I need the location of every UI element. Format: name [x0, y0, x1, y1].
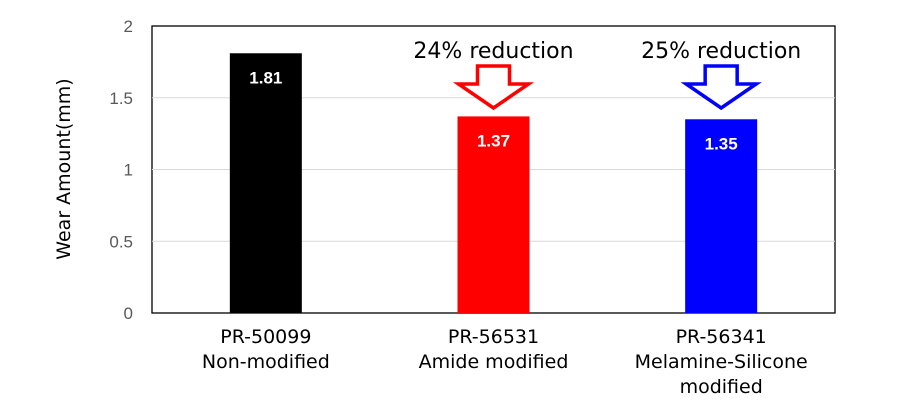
x-category-label: PR-50099 — [220, 326, 311, 348]
y-tick-label: 0 — [124, 304, 133, 323]
y-tick-label: 1 — [124, 161, 133, 180]
annotations: 24% reduction 25% reduction — [413, 39, 801, 64]
bar — [685, 119, 758, 314]
y-tick-label: 2 — [124, 17, 133, 36]
x-category-label: PR-56341 — [676, 326, 767, 348]
y-tick-label: 1.5 — [109, 89, 133, 108]
x-category-label: Amide modified — [419, 351, 569, 373]
data-label: 1.35 — [705, 134, 738, 153]
x-category-label: Non-modified — [202, 351, 330, 373]
y-axis-label: Wear Amount(mm) — [53, 78, 75, 259]
x-category-label: modified — [680, 376, 763, 398]
down-arrow-icon — [452, 64, 535, 111]
bar — [457, 116, 530, 313]
down-arrow-icon — [680, 64, 762, 111]
data-labels: 1.81 1.37 1.35 — [249, 68, 737, 153]
reduction-annotation: 24% reduction — [413, 39, 573, 64]
x-category-labels: PR-50099 Non-modified PR-56531 Amide modifi… — [202, 326, 808, 398]
x-category-label: PR-56531 — [448, 326, 539, 348]
y-tick-label: 0.5 — [109, 232, 133, 251]
data-label: 1.37 — [477, 131, 510, 150]
data-label: 1.81 — [249, 68, 282, 87]
bar — [229, 53, 302, 313]
y-tick-labels: 0 0.5 1 1.5 2 — [109, 17, 133, 323]
x-category-label: Melamine-Silicone — [635, 351, 808, 373]
reduction-annotation: 25% reduction — [641, 39, 801, 64]
bars — [229, 53, 758, 314]
reduction-arrows — [452, 64, 762, 111]
